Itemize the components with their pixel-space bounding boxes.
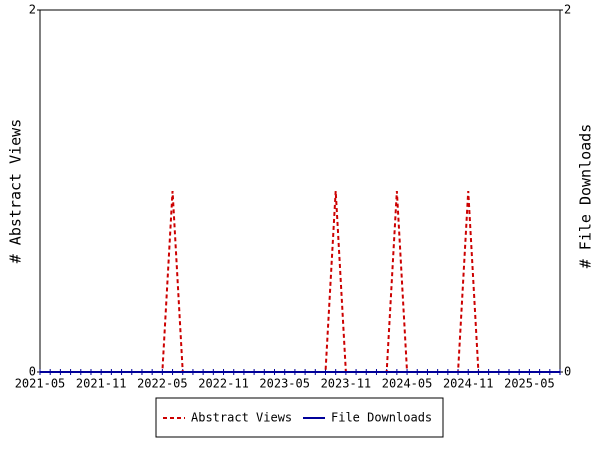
x-tick-label: 2022-05	[137, 377, 188, 391]
x-tick-label: 2022-11	[198, 377, 249, 391]
plot-frame	[39, 9, 561, 373]
y2-tick-label: 2	[564, 3, 571, 17]
legend	[155, 397, 444, 438]
y-tick-label: 2	[29, 3, 36, 17]
x-tick-label: 2021-11	[76, 377, 127, 391]
x-tick-label: 2021-05	[15, 377, 66, 391]
x-tick-label: 2025-05	[504, 377, 555, 391]
series-line	[40, 190, 560, 373]
legend-label: Abstract Views	[191, 411, 292, 425]
x-tick-label: 2024-11	[443, 377, 494, 391]
x-tick-label: 2024-05	[382, 377, 433, 391]
y2-axis-title: # File Downloads	[577, 124, 595, 269]
y-tick-label: 0	[29, 365, 36, 379]
x-tick-label: 2023-05	[259, 377, 310, 391]
x-tick-label: 2023-11	[321, 377, 372, 391]
y-axis-title: # Abstract Views	[7, 119, 25, 264]
y2-tick-label: 0	[564, 365, 571, 379]
legend-label: File Downloads	[331, 411, 432, 425]
